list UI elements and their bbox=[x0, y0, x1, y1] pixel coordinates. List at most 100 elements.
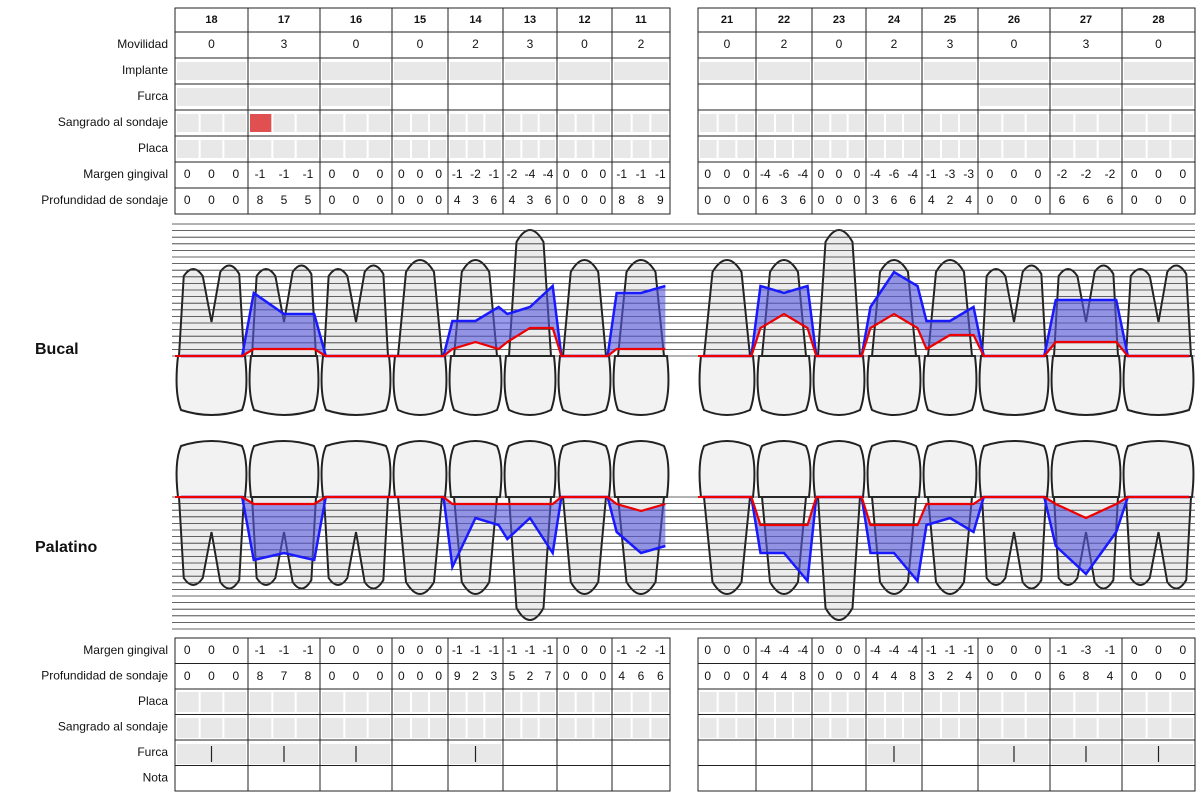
gingival-margin: -1 bbox=[488, 167, 499, 181]
probing-depth: 0 bbox=[208, 669, 215, 683]
box bbox=[849, 114, 864, 132]
gingival-margin: 0 bbox=[417, 167, 424, 181]
probing-depth: 0 bbox=[1035, 669, 1042, 683]
row-label: Margen gingival bbox=[83, 643, 168, 657]
box bbox=[297, 718, 318, 738]
mobility: 2 bbox=[781, 37, 788, 51]
gingival-margin: -1 bbox=[303, 167, 314, 181]
box bbox=[394, 140, 410, 158]
probing-depth: 4 bbox=[965, 669, 972, 683]
gingival-margin: 0 bbox=[1155, 167, 1162, 181]
box bbox=[614, 114, 631, 132]
box bbox=[831, 140, 846, 158]
box bbox=[904, 114, 920, 132]
probing-depth: 6 bbox=[1059, 193, 1066, 207]
box bbox=[814, 718, 829, 738]
box bbox=[522, 140, 537, 158]
tooth-number: 22 bbox=[778, 14, 790, 26]
gingival-margin: -2 bbox=[1081, 167, 1092, 181]
probing-depth: 0 bbox=[1011, 669, 1018, 683]
probing-depth: 4 bbox=[509, 193, 516, 207]
probing-depth: 0 bbox=[743, 669, 750, 683]
cell bbox=[756, 740, 812, 766]
gingival-margin: -1 bbox=[303, 643, 314, 657]
gingival-margin: -6 bbox=[779, 167, 790, 181]
box bbox=[758, 718, 774, 738]
gingival-margin: 0 bbox=[1179, 643, 1186, 657]
gingival-margin: -4 bbox=[889, 643, 900, 657]
probing-depth: 2 bbox=[947, 193, 954, 207]
box bbox=[1003, 718, 1024, 738]
box bbox=[1003, 114, 1024, 132]
box bbox=[177, 692, 199, 712]
probing-depth: 6 bbox=[545, 193, 552, 207]
probing-depth: 0 bbox=[184, 669, 191, 683]
probing-depth: 0 bbox=[232, 193, 239, 207]
probing-depth: 0 bbox=[743, 193, 750, 207]
box bbox=[1027, 114, 1048, 132]
gingival-margin: -1 bbox=[616, 167, 627, 181]
cell bbox=[612, 84, 670, 110]
box bbox=[1075, 114, 1096, 132]
tooth-crown bbox=[505, 441, 556, 497]
gingival-margin: -1 bbox=[255, 643, 266, 657]
probing-depth: 0 bbox=[184, 193, 191, 207]
probing-depth: 8 bbox=[257, 193, 264, 207]
probing-depth: 0 bbox=[704, 193, 711, 207]
box bbox=[886, 140, 902, 158]
gingival-margin: -1 bbox=[945, 643, 956, 657]
gingival-margin: 0 bbox=[1011, 643, 1018, 657]
box bbox=[849, 692, 864, 712]
probing-depth: 6 bbox=[1059, 669, 1066, 683]
box bbox=[1052, 62, 1120, 80]
box bbox=[737, 114, 754, 132]
gingival-margin: 0 bbox=[435, 643, 442, 657]
cell bbox=[812, 84, 866, 110]
box bbox=[250, 114, 271, 132]
probing-depth: 8 bbox=[1083, 669, 1090, 683]
probing-depth: 0 bbox=[1035, 193, 1042, 207]
box bbox=[345, 718, 366, 738]
box bbox=[177, 140, 199, 158]
probing-depth: 0 bbox=[1131, 669, 1138, 683]
gingival-margin: 0 bbox=[1011, 167, 1018, 181]
probing-depth: 4 bbox=[454, 193, 461, 207]
box bbox=[430, 718, 446, 738]
box bbox=[1052, 718, 1073, 738]
box bbox=[450, 692, 466, 712]
probing-depth: 4 bbox=[781, 669, 788, 683]
box bbox=[412, 718, 428, 738]
cell bbox=[557, 766, 612, 792]
tooth-crown bbox=[559, 441, 611, 497]
box bbox=[201, 140, 223, 158]
box bbox=[273, 718, 294, 738]
box bbox=[394, 718, 410, 738]
box bbox=[322, 692, 343, 712]
tooth-number: 26 bbox=[1008, 14, 1020, 26]
probing-depth: 6 bbox=[638, 669, 645, 683]
gingival-margin: -4 bbox=[907, 167, 918, 181]
tooth-crown bbox=[1052, 356, 1121, 415]
box bbox=[224, 692, 246, 712]
box bbox=[614, 692, 631, 712]
box bbox=[614, 62, 668, 80]
gingival-margin: 0 bbox=[724, 643, 731, 657]
gingival-margin: -1 bbox=[452, 167, 463, 181]
probing-depth: 0 bbox=[329, 193, 336, 207]
box bbox=[758, 692, 774, 712]
probing-depth: 4 bbox=[1107, 669, 1114, 683]
gingival-margin: -3 bbox=[945, 167, 956, 181]
box bbox=[700, 718, 717, 738]
gingival-margin: -1 bbox=[1105, 643, 1116, 657]
box bbox=[1124, 140, 1146, 158]
probing-depth: 3 bbox=[527, 193, 534, 207]
tooth-crown bbox=[980, 356, 1049, 415]
box bbox=[924, 140, 940, 158]
box bbox=[577, 692, 593, 712]
gingival-margin: 0 bbox=[704, 643, 711, 657]
cell bbox=[448, 766, 503, 792]
box bbox=[594, 140, 610, 158]
gingival-margin: -4 bbox=[870, 643, 881, 657]
box bbox=[322, 140, 343, 158]
box bbox=[1171, 692, 1193, 712]
